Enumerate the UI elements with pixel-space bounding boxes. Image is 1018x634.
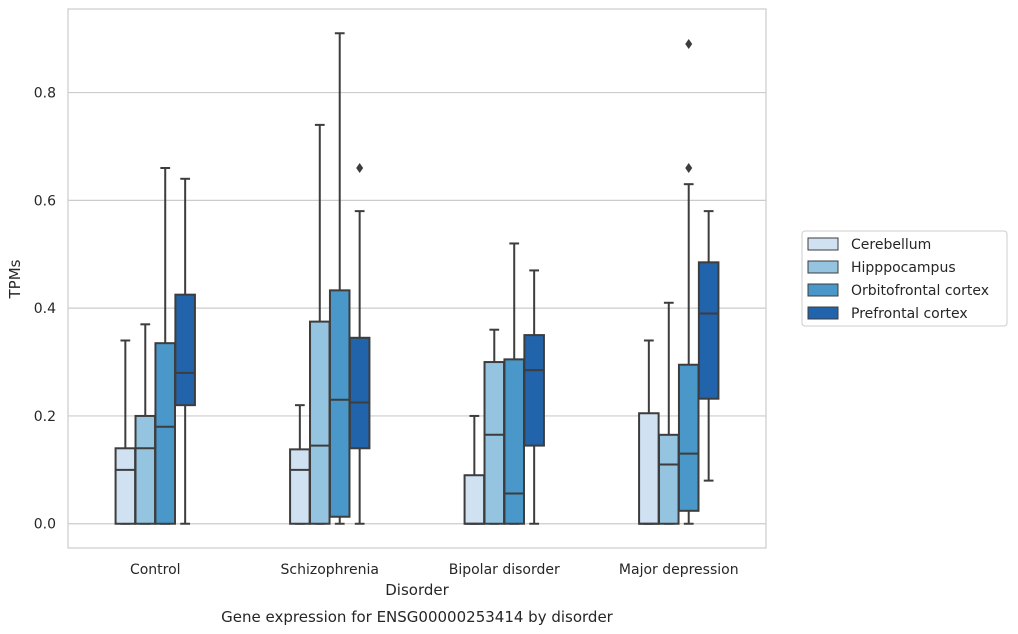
box-cerebellum [463,414,486,525]
box-prefrontal-cortex [174,177,196,525]
box-body [174,293,196,407]
box-body [658,433,680,525]
box-body [677,363,700,512]
legend-label: Hipppocampus [851,260,956,276]
box-body [463,474,486,525]
y-axis-title: TPMs [6,259,24,299]
y-tick-label: 0.0 [34,517,56,533]
legend-swatch [807,260,839,274]
box-plots [114,32,720,525]
outlier-point [685,163,693,174]
box-cerebellum [289,404,311,525]
y-tick-labels: 0.0 0.2 0.4 0.6 0.8 [34,86,56,533]
box-hipppocampus [309,123,331,525]
x-tick-label: Major depression [619,562,739,578]
x-tick-labels: Control Schizophrenia Bipolar disorder Majo… [130,562,739,578]
y-tick-label: 0.2 [34,409,56,425]
box-orbitofrontal-cortex [154,167,176,525]
box-prefrontal-cortex [697,210,720,482]
box-body [289,448,311,525]
box-cerebellum [638,339,660,525]
legend-swatch [807,306,839,320]
legend-swatch [807,237,839,251]
box-body [134,414,157,525]
box-body [483,361,506,525]
legend-swatch [807,283,839,297]
x-tick-label: Control [130,562,181,578]
x-axis-title: Disorder [385,581,449,599]
box-hipppocampus [483,328,506,525]
box-body [523,334,545,447]
outlier-point [685,39,693,50]
x-tick-label: Schizophrenia [281,562,379,578]
x-tick-label: Bipolar disorder [449,562,560,578]
box-body [638,412,660,525]
box-body [114,447,137,525]
box-body [697,261,720,400]
box-cerebellum [114,339,137,525]
legend-frame [801,230,1008,327]
box-orbitofrontal-cortex [328,32,351,525]
box-orbitofrontal-cortex [503,242,525,525]
box-orbitofrontal-cortex [677,39,700,525]
box-body [154,342,176,525]
legend-label: Orbitofrontal cortex [851,283,989,299]
legend-label: Prefrontal cortex [851,306,968,322]
legend: Cerebellum Hipppocampus Orbitofrontal cort… [801,230,1008,327]
box-prefrontal-cortex [348,163,371,525]
box-body [309,320,331,525]
box-prefrontal-cortex [523,269,545,525]
y-tick-label: 0.4 [34,301,56,317]
legend-label: Cerebellum [851,237,931,253]
chart-caption: Gene expression for ENSG00000253414 by d… [221,608,614,626]
box-body [503,358,525,525]
box-hipppocampus [658,301,680,525]
plot-frame [67,8,767,549]
box-body [348,336,371,450]
outlier-point [356,163,364,174]
box-body [328,289,351,518]
y-tick-label: 0.6 [34,193,56,209]
box-hipppocampus [134,323,157,525]
y-tick-label: 0.8 [34,86,56,102]
